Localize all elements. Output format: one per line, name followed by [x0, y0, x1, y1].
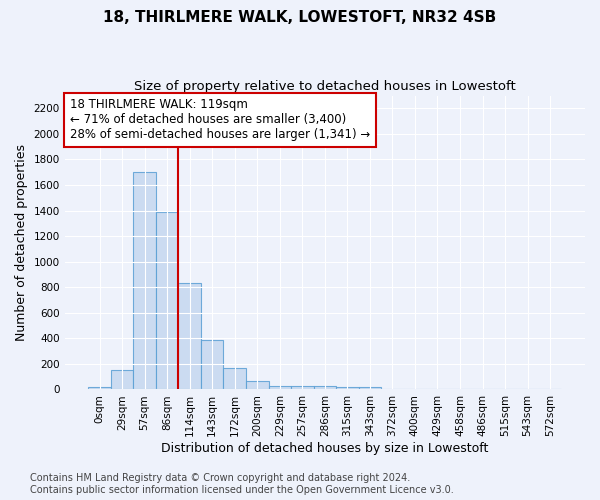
Bar [359, 387, 381, 390]
Title: Size of property relative to detached houses in Lowestoft: Size of property relative to detached ho… [134, 80, 516, 93]
Text: 18, THIRLMERE WALK, LOWESTOFT, NR32 4SB: 18, THIRLMERE WALK, LOWESTOFT, NR32 4SB [103, 10, 497, 25]
Bar [246, 380, 269, 390]
Y-axis label: Number of detached properties: Number of detached properties [15, 144, 28, 341]
Bar [223, 368, 246, 390]
Text: Contains HM Land Registry data © Crown copyright and database right 2024.
Contai: Contains HM Land Registry data © Crown c… [30, 474, 454, 495]
Bar [133, 172, 156, 390]
Bar [314, 386, 336, 390]
Bar [291, 386, 314, 390]
Bar [269, 386, 291, 390]
Bar [336, 387, 359, 390]
Bar [156, 212, 178, 390]
Bar [111, 370, 133, 390]
Bar [88, 387, 111, 390]
Text: 18 THIRLMERE WALK: 119sqm
← 71% of detached houses are smaller (3,400)
28% of se: 18 THIRLMERE WALK: 119sqm ← 71% of detac… [70, 98, 370, 142]
Bar [201, 340, 223, 390]
X-axis label: Distribution of detached houses by size in Lowestoft: Distribution of detached houses by size … [161, 442, 488, 455]
Bar [178, 284, 201, 390]
